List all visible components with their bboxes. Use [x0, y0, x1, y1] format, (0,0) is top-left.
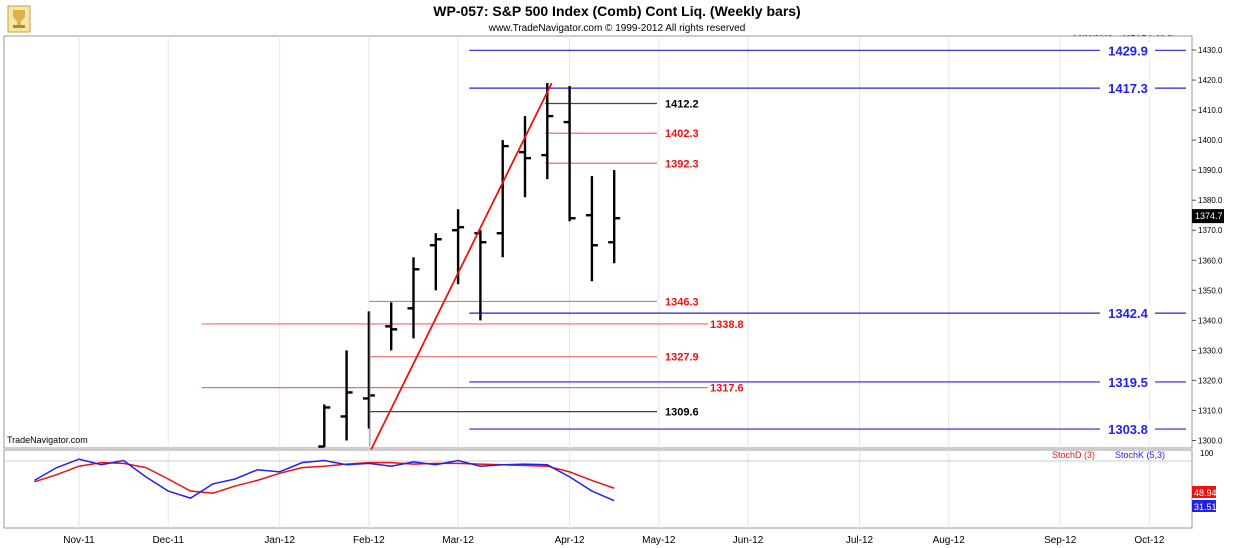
level-label: 1327.9: [665, 352, 699, 364]
time-tick-label: Dec-11: [152, 535, 184, 546]
price-tick-label: 1430.0: [1198, 46, 1223, 55]
level-label: 1319.5: [1108, 375, 1148, 390]
ohlc-bar: [318, 404, 331, 448]
ohlc-bar: [541, 83, 554, 180]
time-tick-label: Oct-12: [1134, 535, 1164, 546]
price-tick-label: 1410.0: [1198, 106, 1223, 115]
stoch-value-label: 31.51: [1194, 502, 1217, 512]
level-label: 1402.3: [665, 128, 699, 140]
ohlc-bar: [340, 350, 353, 441]
stoch-legend-item: StochD (3): [1052, 450, 1095, 460]
stoch-value-badge: [1192, 486, 1216, 498]
time-tick-label: Aug-12: [933, 535, 966, 546]
ohlc-bar: [429, 233, 442, 291]
price-tick-label: 1370.0: [1198, 226, 1223, 235]
time-tick-label: Mar-12: [442, 535, 474, 546]
level-label-box: [1102, 80, 1154, 97]
level-label: 1346.3: [665, 296, 699, 308]
copyright-text: www.TradeNavigator.com © 1999-2012 All r…: [488, 23, 746, 34]
price-tick-label: 1300.0: [1198, 436, 1223, 445]
ohlc-bar: [496, 140, 509, 258]
price-tick-label: 1320.0: [1198, 376, 1223, 385]
level-label-box: [1102, 373, 1154, 390]
stoch-tick-label: 100: [1200, 449, 1214, 458]
stochastic-panel: 100 StochD (3) StochK (5,3) 48.94 31.51: [3, 449, 1217, 529]
price-tick-label: 1420.0: [1198, 76, 1223, 85]
stoch-series-line: [34, 458, 615, 502]
price-tick-label: 1310.0: [1198, 406, 1223, 415]
price-tick-label: 1390.0: [1198, 166, 1223, 175]
level-label: 1338.8: [710, 319, 744, 331]
price-tick-label: 1400.0: [1198, 136, 1223, 145]
ohlc-bar: [385, 302, 398, 351]
time-tick-label: Jul-12: [846, 535, 874, 546]
stoch-series-line: [34, 461, 615, 494]
level-label: 1392.3: [665, 158, 699, 170]
price-tick-label: 1340.0: [1198, 316, 1223, 325]
price-panel: 1300.0 1310.0 1320.0 1330.0 1340.0 1350.0 1360…: [3, 35, 1224, 450]
price-tick-label: 1350.0: [1198, 286, 1223, 295]
level-label: 1303.8: [1108, 422, 1148, 437]
ohlc-bar: [563, 86, 576, 222]
stoch-value-badge: [1192, 500, 1216, 512]
ohlc-bar: [407, 257, 420, 339]
time-tick-label: Feb-12: [353, 535, 385, 546]
level-label-box: [1102, 421, 1154, 438]
tradenavigator-logo-icon: [7, 5, 31, 33]
level-label: 1317.6: [710, 383, 744, 395]
last-price-badge: [1192, 209, 1224, 224]
time-tick-label: Nov-11: [63, 535, 95, 546]
time-tick-label: May-12: [642, 535, 676, 546]
chart-title: WP-057: S&P 500 Index (Comb) Cont Liq. (…: [433, 3, 800, 19]
level-label-box: [1102, 42, 1154, 59]
stoch-value-label: 48.94: [1194, 488, 1217, 498]
time-tick-label: Jun-12: [733, 535, 764, 546]
ohlc-bar: [608, 170, 621, 264]
price-tick-label: 1330.0: [1198, 346, 1223, 355]
price-tick-label: 1380.0: [1198, 196, 1223, 205]
stoch-legend-item: StochK (5,3): [1115, 450, 1165, 460]
level-label: 1412.2: [665, 98, 699, 110]
time-tick-label: Jan-12: [264, 535, 295, 546]
time-tick-label: Apr-12: [555, 535, 585, 546]
trendline: [370, 82, 553, 450]
price-tick-label: 1360.0: [1198, 256, 1223, 265]
level-label: 1309.6: [665, 407, 699, 419]
level-label-box: [1102, 305, 1154, 322]
time-tick-label: Sep-12: [1044, 535, 1077, 546]
watermark: TradeNavigator.com: [7, 435, 88, 445]
last-price-label: 1374.7: [1195, 211, 1223, 221]
ohlc-bar: [519, 116, 531, 198]
level-label: 1417.3: [1108, 81, 1148, 96]
level-label: 1429.9: [1108, 43, 1148, 58]
level-label: 1342.4: [1108, 306, 1149, 321]
ohlc-bar: [585, 176, 598, 282]
